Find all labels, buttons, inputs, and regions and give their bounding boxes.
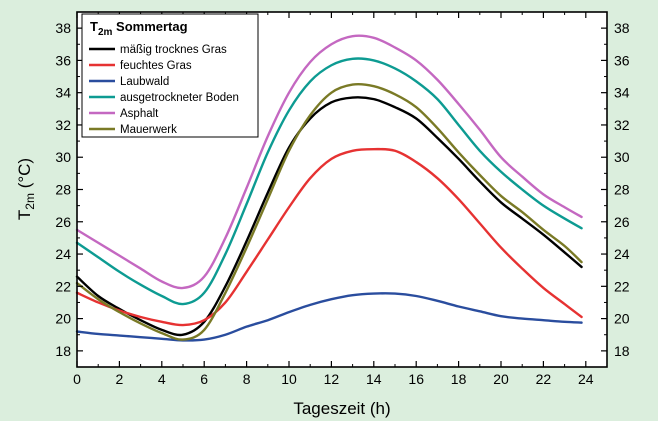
legend: T2m Sommertag mäßig trocknes Gras feuchte… <box>81 13 259 138</box>
legend-label-1: mäßig trocknes Gras <box>120 44 227 56</box>
legend-title-rest: Sommertag <box>112 19 187 34</box>
y-tick-label-right: 18 <box>614 343 630 359</box>
y-tick-label-left: 30 <box>55 149 71 165</box>
series-layer <box>75 34 583 342</box>
legend-title-main: T <box>90 19 98 34</box>
y-tick-label-right: 28 <box>614 182 630 198</box>
series-line-4 <box>75 57 583 306</box>
y-tick-label-right: 20 <box>614 311 630 327</box>
y-tick-label-left: 20 <box>55 311 71 327</box>
x-tick-label: 0 <box>73 371 81 387</box>
series-line-1 <box>75 96 583 337</box>
y-tick-label-left: 34 <box>55 85 71 101</box>
x-tick-label: 8 <box>243 371 251 387</box>
legend-title: T2m Sommertag <box>90 19 188 38</box>
y-tick-label-left: 26 <box>55 214 71 230</box>
series-line-2 <box>75 147 583 327</box>
y-axis-title-unit: (°C) <box>15 158 34 193</box>
x-tick-label: 24 <box>578 371 594 387</box>
legend-label-5: Asphalt <box>120 108 159 120</box>
legend-label-2: feuchtes Gras <box>120 60 192 72</box>
legend-label-6: Mauerwerk <box>120 124 177 136</box>
y-tick-label-left: 36 <box>55 52 71 68</box>
x-tick-label: 18 <box>451 371 467 387</box>
x-tick-label: 22 <box>536 371 552 387</box>
y-axis-title: T2m (°C) <box>15 158 37 220</box>
series-line-3 <box>75 292 583 342</box>
x-tick-label: 20 <box>493 371 509 387</box>
legend-label-3: Laubwald <box>120 76 169 88</box>
x-tick-label: 16 <box>408 371 424 387</box>
legend-box <box>81 13 259 138</box>
x-tick-label: 10 <box>281 371 297 387</box>
y-axis-title-main: T <box>15 210 34 220</box>
y-tick-label-right: 30 <box>614 149 630 165</box>
legend-label-4: ausgetrockneter Boden <box>120 92 239 104</box>
legend-title-sub: 2m <box>98 27 113 38</box>
x-tick-label: 6 <box>200 371 208 387</box>
y-axis-title-sub: 2m <box>23 193 37 210</box>
y-tick-label-right: 24 <box>614 246 630 262</box>
y-tick-label-left: 18 <box>55 343 71 359</box>
y-tick-label-right: 34 <box>614 85 630 101</box>
y-tick-label-right: 36 <box>614 52 630 68</box>
x-axis-title: Tageszeit (h) <box>293 399 390 418</box>
y-tick-label-right: 22 <box>614 278 630 294</box>
x-tick-label: 2 <box>116 371 124 387</box>
y-tick-label-left: 28 <box>55 182 71 198</box>
y-tick-label-left: 24 <box>55 246 71 262</box>
y-tick-label-right: 26 <box>614 214 630 230</box>
y-tick-label-left: 22 <box>55 278 71 294</box>
series-line-6 <box>75 82 583 341</box>
series-line-5 <box>75 34 583 290</box>
y-tick-label-left: 38 <box>55 20 71 36</box>
x-tick-label: 12 <box>324 371 340 387</box>
legend-items: mäßig trocknes Gras feuchtes Gras Laubwald… <box>89 44 239 136</box>
y-tick-label-right: 38 <box>614 20 630 36</box>
y-tick-label-left: 32 <box>55 117 71 133</box>
y-tick-label-right: 32 <box>614 117 630 133</box>
x-tick-label: 4 <box>158 371 166 387</box>
x-tick-label: 14 <box>366 371 382 387</box>
